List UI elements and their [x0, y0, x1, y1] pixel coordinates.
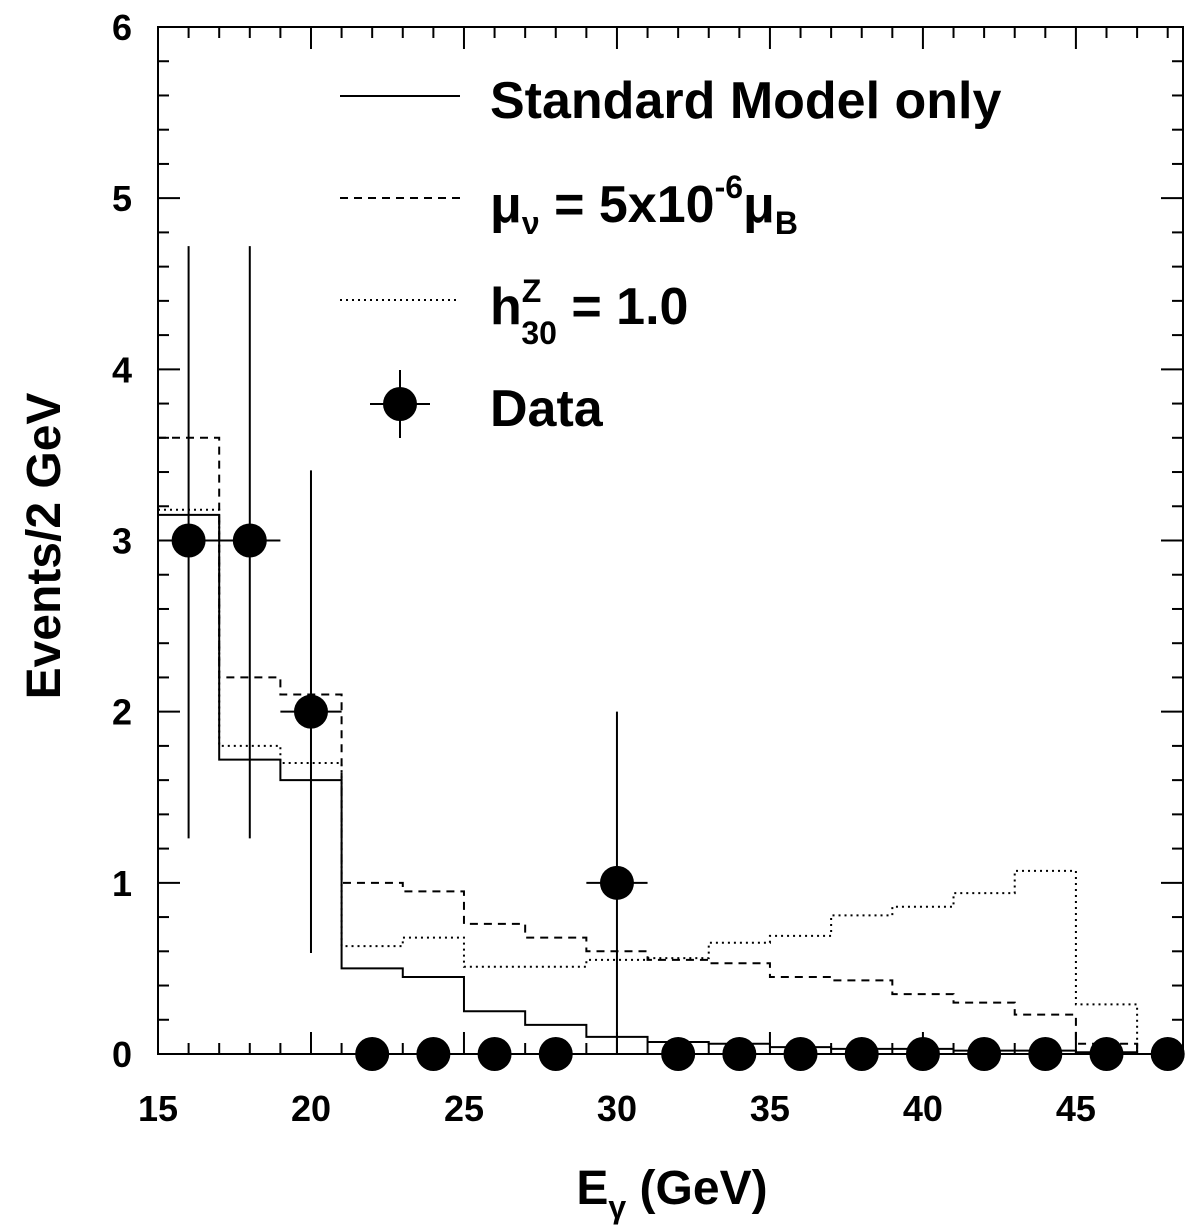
x-tick-label: 25	[444, 1088, 484, 1129]
y-tick-label: 3	[112, 521, 132, 562]
x-tick-label: 45	[1056, 1088, 1096, 1129]
data-point	[661, 1037, 696, 1071]
legend-label-mu: μν = 5x10-6μB	[490, 169, 798, 241]
x-tick-label: 35	[750, 1088, 790, 1129]
data-point	[722, 1037, 757, 1071]
data-point	[905, 1037, 940, 1071]
x-tick-label: 30	[597, 1088, 637, 1129]
histograms	[158, 436, 1139, 1054]
data-point	[293, 694, 328, 729]
x-tick-label: 15	[138, 1088, 178, 1129]
data-point	[232, 523, 267, 558]
data-point	[967, 1037, 1002, 1071]
legend: Standard Model only μν = 5x10-6μB hZ 30 =…	[340, 72, 1001, 438]
data-point	[844, 1037, 879, 1071]
data-point	[477, 1037, 512, 1071]
y-tick-label: 2	[112, 692, 132, 733]
y-axis-title: Events/2 GeV	[18, 393, 71, 700]
legend-label-h30: hZ 30 = 1.0	[490, 273, 688, 351]
y-tick-label: 5	[112, 178, 132, 219]
series-line-h30	[158, 508, 1139, 1054]
y-tick-label: 1	[112, 863, 132, 904]
y-tick-label: 6	[112, 7, 132, 48]
legend-swatch-data-marker	[383, 387, 417, 421]
data-point	[416, 1037, 451, 1071]
data-points	[158, 246, 1185, 1071]
y-tick-label: 0	[112, 1034, 132, 1075]
data-point	[1150, 1037, 1185, 1071]
data-point	[599, 865, 634, 900]
data-point	[355, 1037, 390, 1071]
data-point	[171, 523, 206, 558]
x-tick-label: 20	[291, 1088, 331, 1129]
data-point	[1089, 1037, 1124, 1071]
x-axis-title: Eγ (GeV)	[576, 1162, 767, 1225]
x-axis-unit: (GeV)	[626, 1162, 767, 1215]
x-axis-subscript: γ	[608, 1189, 626, 1225]
x-tick-label: 40	[903, 1088, 943, 1129]
data-point	[783, 1037, 818, 1071]
series-line-sm	[158, 513, 1139, 1054]
legend-label-data: Data	[490, 380, 604, 438]
y-tick-label: 4	[112, 349, 132, 390]
series-line-mu	[158, 436, 1139, 1054]
data-point	[538, 1037, 573, 1071]
legend-label-sm: Standard Model only	[490, 72, 1001, 130]
data-point	[1028, 1037, 1063, 1071]
x-axis-symbol: E	[576, 1162, 608, 1215]
